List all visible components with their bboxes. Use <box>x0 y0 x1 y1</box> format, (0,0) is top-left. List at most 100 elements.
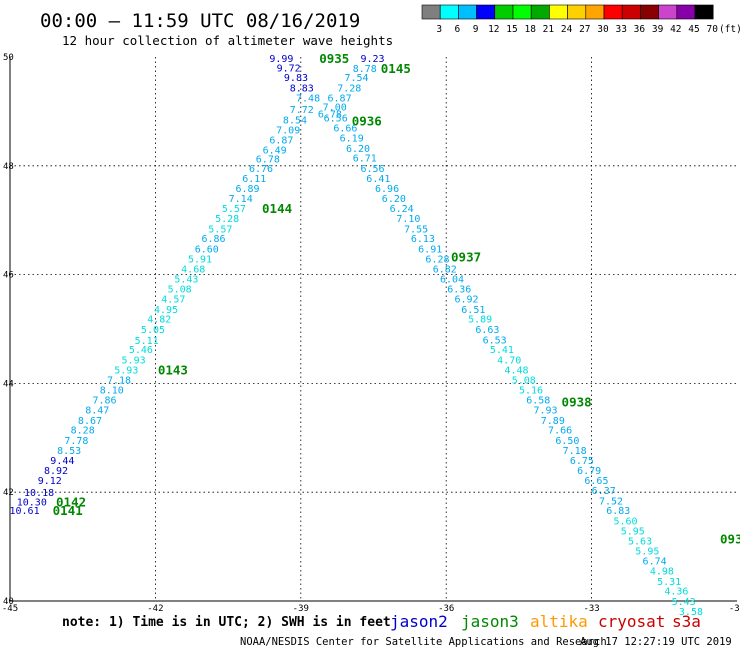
wave-height-point: 7.52 <box>599 496 623 507</box>
scale-label: 42 <box>670 24 681 35</box>
x-tick-label: -30 <box>729 604 740 614</box>
wave-height-point: 6.66 <box>333 124 357 135</box>
wave-height-point: 7.18 <box>563 446 587 457</box>
wave-height-point: 6.75 <box>570 456 594 467</box>
wave-height-point: 8.47 <box>85 406 109 417</box>
data-points: 10.6110.3010.189.128.929.448.537.788.288… <box>9 54 703 618</box>
wave-height-point: 4.70 <box>497 355 521 366</box>
wave-height-point: 4.36 <box>664 587 688 598</box>
wave-height-point: 9.23 <box>360 54 384 65</box>
x-tick-label: -36 <box>438 604 454 614</box>
wave-height-point: 4.57 <box>161 295 185 306</box>
wave-height-point: 6.41 <box>366 174 390 185</box>
wave-height-point: 6.24 <box>390 204 414 215</box>
satellite-legend: jason2 jason3 altika cryosat s3a <box>390 612 701 631</box>
wave-height-point: 7.48 <box>296 93 320 104</box>
time-label: 0143 <box>158 362 188 377</box>
wave-height-point: 8.83 <box>290 83 314 94</box>
wave-height-point: 4.95 <box>154 305 178 316</box>
scale-swatch <box>603 4 623 20</box>
wave-height-point: 5.43 <box>672 597 696 608</box>
y-tick-label: 42 <box>3 488 14 498</box>
wave-height-point: 5.63 <box>628 537 652 548</box>
wave-height-point: 9.44 <box>50 456 74 467</box>
wave-height-point: 6.86 <box>202 234 226 245</box>
wave-height-point: 6.78 <box>256 155 280 166</box>
wave-height-point: 8.28 <box>71 426 95 437</box>
wave-height-point: 6.20 <box>382 194 406 205</box>
scale-label: 45 <box>688 24 699 35</box>
wave-height-point: 6.20 <box>346 144 370 155</box>
scale-label: 12 <box>488 24 499 35</box>
wave-height-point: 6.60 <box>195 244 219 255</box>
wave-height-point: 5.46 <box>129 345 153 356</box>
time-label: 093 <box>720 531 740 546</box>
wave-height-point: 7.28 <box>337 83 361 94</box>
wave-height-point: 7.66 <box>548 426 572 437</box>
wave-height-point: 6.82 <box>433 265 457 276</box>
x-tick-label: -33 <box>583 604 599 614</box>
y-tick-label: 50 <box>3 53 14 63</box>
scale-label: 39 <box>652 24 664 35</box>
wave-height-point: 8.67 <box>78 416 102 427</box>
wave-height-point: 6.74 <box>643 557 667 568</box>
wave-height-point: 8.54 <box>283 116 307 127</box>
wave-height-point: 5.43 <box>174 274 198 285</box>
scale-label: 36 <box>634 24 646 35</box>
scale-label: 30 <box>597 24 609 35</box>
scale-swatch <box>476 4 496 20</box>
axes: -45 -42 -39 -36 -33 -30 40 42 44 46 48 50 <box>2 53 740 614</box>
wave-height-point: 8.53 <box>57 446 81 457</box>
wave-height-point: 6.65 <box>584 476 608 487</box>
wave-height-point: 7.72 <box>290 105 314 116</box>
wave-height-point: 6.89 <box>235 184 259 195</box>
scale-swatch <box>621 4 641 20</box>
scale-swatch <box>494 4 514 20</box>
scale-label: 18 <box>524 24 536 35</box>
wave-height-point: 10.18 <box>24 488 54 499</box>
grid <box>10 57 737 601</box>
scale-swatch <box>694 4 714 20</box>
wave-height-point: 7.18 <box>107 376 131 387</box>
scale-label: 21 <box>543 24 555 35</box>
wave-height-point: 5.60 <box>613 516 637 527</box>
scale-label: 33 <box>615 24 626 35</box>
scale-swatch <box>676 4 696 20</box>
time-label: 0144 <box>262 201 292 216</box>
wave-height-point: 9.72 <box>277 63 301 74</box>
wave-height-point: 5.05 <box>141 325 165 336</box>
wave-height-point: 5.91 <box>188 254 212 265</box>
wave-height-point: 7.93 <box>534 406 558 417</box>
time-label: 0937 <box>451 250 481 265</box>
wave-height-point: 6.58 <box>526 396 550 407</box>
wave-height-point: 6.56 <box>360 164 384 175</box>
wave-height-point: 8.78 <box>353 64 377 75</box>
wave-height-point: 7.89 <box>541 416 565 427</box>
wave-height-point: 5.57 <box>222 204 246 215</box>
wave-height-point: 6.83 <box>606 506 630 517</box>
wave-height-point: 5.31 <box>657 577 681 588</box>
scale-label: (ft) <box>719 24 740 35</box>
scale-label: 15 <box>506 24 517 35</box>
wave-height-point: 6.19 <box>340 134 364 145</box>
wave-height-point: 6.28 <box>425 254 449 265</box>
chart-subtitle: 12 hour collection of altimeter wave hei… <box>62 33 393 48</box>
wave-height-point: 10.61 <box>9 506 39 517</box>
time-label: 0142 <box>56 494 86 509</box>
wave-height-point: 5.95 <box>635 546 659 557</box>
scale-swatch <box>458 4 477 20</box>
scale-swatch <box>421 4 441 20</box>
satellite-jason2: jason2 <box>390 612 448 631</box>
wave-height-point: 6.04 <box>440 274 464 285</box>
wave-height-point: 6.76 <box>249 164 273 175</box>
wave-height-point: 4.82 <box>147 315 171 326</box>
wave-height-point: 6.53 <box>483 335 507 346</box>
wave-height-point: 5.08 <box>512 376 536 387</box>
wave-height-point: 6.87 <box>269 136 293 147</box>
scale-swatch <box>585 4 605 20</box>
wave-height-point: 6.50 <box>555 436 579 447</box>
wave-height-point: 7.09 <box>276 125 300 136</box>
satellite-jason3: jason3 <box>461 612 519 631</box>
wave-height-point: 6.87 <box>328 93 352 104</box>
